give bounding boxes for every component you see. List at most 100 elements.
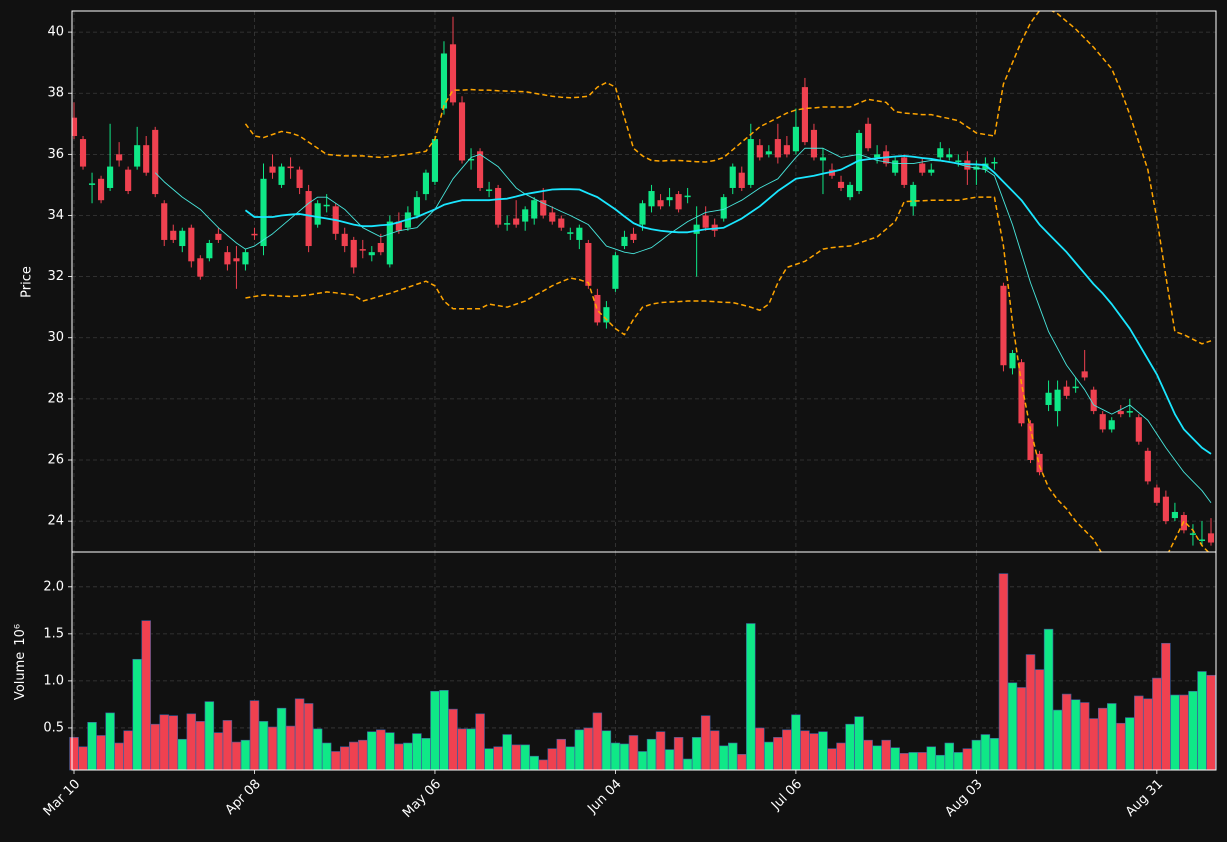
volume-bar — [258, 721, 269, 771]
candle-body — [1126, 411, 1133, 413]
candle-body — [251, 233, 258, 236]
volume-bar — [1134, 695, 1144, 771]
candle-body — [486, 189, 493, 192]
volume-bar — [773, 737, 783, 771]
volume-bar — [267, 726, 278, 771]
y-tick-label: 40 — [47, 25, 64, 40]
volume-bar — [673, 737, 684, 771]
candle-body — [567, 232, 574, 234]
overlay-line — [244, 154, 1212, 455]
volume-bar — [791, 714, 801, 771]
candle-body — [774, 139, 781, 158]
volume-bar — [457, 728, 467, 771]
y-tick-label: 0.5 — [43, 720, 64, 735]
volume-bar — [1079, 702, 1090, 771]
candle-body — [305, 191, 312, 247]
volume-bar — [899, 753, 909, 771]
volume-bar — [276, 707, 287, 771]
candle-body — [1000, 285, 1007, 366]
volume-bar — [403, 742, 413, 771]
volume-bar — [547, 748, 557, 771]
candle-body — [576, 227, 583, 240]
candle-body — [720, 197, 727, 219]
volume-bar — [646, 738, 657, 771]
volume-bar — [682, 758, 693, 771]
volume-bar — [1097, 707, 1108, 771]
candle-body — [206, 242, 213, 259]
candle-body — [413, 197, 420, 216]
candle-body — [395, 221, 402, 231]
candle-body — [1081, 371, 1088, 378]
candle-body — [143, 145, 150, 173]
volume-bar — [312, 728, 323, 771]
volume-bar — [592, 712, 603, 771]
volume-bar — [159, 714, 169, 771]
volume-bar — [700, 715, 711, 771]
volume-bar — [529, 755, 539, 771]
volume-bar — [728, 742, 738, 771]
candle-body — [991, 161, 998, 164]
volume-bar — [583, 727, 594, 771]
y-tick-label: 2.0 — [43, 579, 64, 594]
candle-body — [810, 129, 818, 158]
volume-bar — [1170, 694, 1180, 771]
candle-body — [603, 307, 610, 323]
volume-bar — [502, 734, 512, 771]
volume-bar — [132, 658, 142, 771]
volume-bar — [186, 713, 197, 771]
candle-body — [1009, 353, 1016, 369]
candle-body — [368, 252, 375, 256]
y-tick-label: 28 — [47, 391, 64, 406]
candle-body — [937, 148, 944, 158]
candle-body — [585, 242, 592, 286]
candle-body — [1171, 511, 1178, 519]
candle-body — [1045, 392, 1052, 405]
candle-body — [134, 145, 141, 167]
candle-body — [197, 258, 204, 277]
candle-body — [161, 203, 168, 240]
overlay-line — [154, 147, 1212, 504]
candle-body — [431, 139, 439, 182]
volume-bar — [1143, 698, 1153, 771]
candle-body — [88, 183, 96, 185]
candle-body — [729, 166, 736, 188]
volume-bar — [141, 620, 151, 771]
candle-body — [269, 166, 276, 173]
candle-body — [901, 157, 908, 185]
volume-bar — [69, 737, 79, 771]
volume-bar — [917, 752, 927, 771]
volume-bar — [962, 748, 973, 771]
volume-bar — [177, 738, 188, 771]
volume-bar — [1043, 628, 1054, 771]
volume-bar — [240, 739, 251, 771]
y-tick-label: 38 — [47, 86, 64, 101]
candle-body — [666, 197, 673, 201]
candle-body — [919, 163, 926, 173]
volume-bar — [944, 742, 955, 771]
candle-body — [747, 139, 754, 185]
volume-bar — [1206, 674, 1216, 771]
y-tick-label: 36 — [47, 147, 64, 162]
candle-body — [458, 102, 466, 161]
candle-body — [657, 200, 664, 207]
volume-bar — [809, 733, 819, 771]
volume-bar — [385, 732, 395, 771]
volume-bar — [655, 731, 666, 771]
candle-body — [765, 151, 772, 155]
volume-bar — [339, 746, 350, 771]
candle-body — [386, 221, 393, 265]
volume-bar — [1052, 709, 1063, 771]
volume-bar — [1197, 671, 1207, 771]
candle-body — [892, 160, 899, 173]
volume-bar — [150, 723, 160, 771]
candle-body — [648, 191, 655, 207]
candle-body — [79, 139, 87, 167]
volume-bar — [610, 742, 621, 771]
volume-bar — [321, 742, 332, 771]
candle-body — [540, 200, 547, 216]
volume-bar — [1088, 718, 1099, 771]
candle-body — [440, 53, 448, 109]
volume-bar — [746, 623, 756, 771]
volume-bar — [123, 730, 133, 771]
volume-bar — [421, 737, 431, 771]
